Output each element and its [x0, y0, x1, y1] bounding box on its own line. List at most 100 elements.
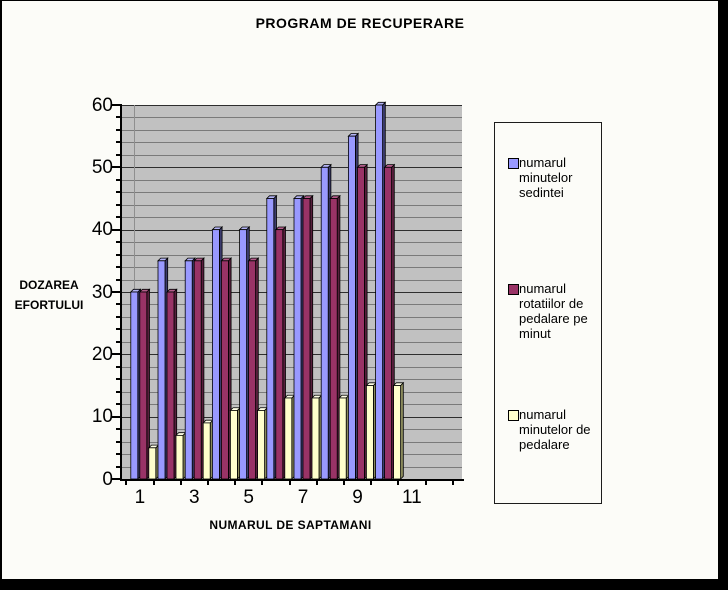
- y-gridline-minor: [121, 142, 462, 144]
- y-tick-minor: [116, 278, 121, 281]
- y-gridline-minor: [121, 279, 462, 281]
- x-tick-label: 9: [352, 487, 363, 508]
- y-gridline-minor: [121, 254, 462, 256]
- y-gridline-minor: [121, 204, 462, 206]
- y-tick-label: 0: [102, 468, 113, 490]
- bar-week9-series2: [355, 163, 368, 479]
- bars-layer: [129, 101, 404, 479]
- y-gridline-minor: [121, 117, 462, 119]
- bar-week5-series3: [256, 406, 268, 479]
- x-tick: [125, 480, 128, 485]
- y-tick-major: [112, 291, 121, 293]
- legend-box: numarul minutelor sedintei numarul rotat…: [494, 122, 602, 504]
- y-tick-major: [112, 415, 121, 418]
- x-tick: [370, 480, 373, 485]
- legend-swatch-red: [508, 284, 519, 295]
- legend-swatch-yellow: [508, 410, 519, 421]
- x-tick: [288, 480, 291, 485]
- chart-canvas: PROGRAM DE RECUPERARE DOZAREA EFORTULUI …: [2, 1, 718, 579]
- y-tick-minor: [116, 153, 121, 156]
- x-axis-title: NUMARUL DE SAPTAMANI: [209, 518, 372, 532]
- bar-week3-series3: [201, 419, 214, 479]
- y-gridline-minor: [121, 242, 462, 244]
- x-tick: [397, 480, 400, 485]
- x-tick: [206, 480, 209, 485]
- legend-item-minute-pedalare: numarul minutelor de pedalare: [495, 407, 601, 452]
- bar-week1-series1: [129, 288, 141, 479]
- y-gridline-minor: [121, 179, 462, 181]
- y-tick-label: 20: [91, 343, 113, 365]
- y-gridline-minor: [121, 154, 462, 156]
- y-tick-major: [112, 166, 121, 169]
- y-gridline-minor: [121, 316, 462, 318]
- y-tick-minor: [116, 216, 121, 219]
- bar-week5-series1: [238, 226, 250, 479]
- y-tick-label: 50: [91, 156, 113, 178]
- y-gridline-major: [121, 292, 462, 293]
- x-tick-label: 5: [243, 487, 254, 508]
- y-tick-minor: [116, 378, 121, 381]
- y-tick-minor: [116, 191, 121, 194]
- x-tick-label: 11: [402, 487, 422, 508]
- bar-week3-series1: [183, 257, 196, 479]
- y-tick-minor: [116, 141, 121, 144]
- y-tick-minor: [116, 116, 121, 119]
- bar-week8-series1: [319, 163, 332, 479]
- y-tick-minor: [116, 315, 121, 318]
- y-gridline-major: [121, 105, 462, 106]
- y-tick-major: [112, 228, 121, 231]
- bar-week10-series3: [392, 381, 404, 479]
- x-tick: [315, 480, 318, 485]
- y-tick-minor: [116, 440, 121, 443]
- chart-title: PROGRAM DE RECUPERARE: [255, 15, 465, 31]
- y-tick-minor: [116, 428, 121, 431]
- y-gridline-minor: [121, 129, 462, 131]
- y-tick-minor: [116, 178, 121, 181]
- y-tick-label: 30: [91, 281, 113, 303]
- y-gridline-minor: [121, 366, 462, 368]
- y-tick-minor: [116, 203, 121, 206]
- x-tick: [451, 480, 454, 485]
- y-gridline-major: [121, 354, 462, 356]
- y-tick-major: [112, 104, 121, 106]
- x-tick: [152, 480, 155, 485]
- legend-swatch-blue: [508, 158, 519, 169]
- x-tick-label: 3: [189, 487, 200, 508]
- bar-week4-series1: [210, 226, 223, 479]
- bar-week5-series2: [247, 257, 259, 479]
- bar-week3-series2: [192, 257, 205, 479]
- y-tick-minor: [116, 403, 121, 406]
- y-gridline-minor: [121, 341, 462, 343]
- y-tick-minor: [116, 453, 121, 456]
- x-tick: [424, 480, 427, 485]
- y-tick-minor: [116, 465, 121, 468]
- bar-week6-series1: [265, 194, 277, 479]
- y-tick-minor: [116, 128, 121, 131]
- bar-week2-series1: [156, 257, 169, 479]
- bar-week7-series1: [292, 194, 305, 479]
- legend-item-minute-sedinta: numarul minutelor sedintei: [495, 155, 601, 200]
- y-gridline-major: [121, 229, 462, 231]
- bar-week7-series3: [310, 394, 323, 479]
- x-tick: [342, 480, 345, 485]
- bar-week10-series2: [383, 163, 395, 479]
- y-tick-minor: [116, 365, 121, 368]
- bar-week10-series1: [374, 101, 386, 479]
- x-tick: [234, 480, 237, 485]
- y-gridline-minor: [121, 217, 462, 219]
- x-tick: [179, 480, 182, 485]
- bar-week2-series2: [165, 288, 178, 479]
- bar-week9-series1: [346, 132, 359, 479]
- y-tick-minor: [116, 253, 121, 256]
- legend-label: numarul minutelor de pedalare: [519, 407, 591, 452]
- y-tick-label: 60: [91, 94, 113, 116]
- x-tick-label: 1: [134, 487, 146, 508]
- legend-label: numarul rotatiilor de pedalare pe minut: [519, 281, 588, 341]
- y-tick-label: 10: [91, 406, 113, 428]
- bar-week8-series2: [328, 194, 341, 479]
- y-tick-minor: [116, 266, 121, 269]
- bar-week7-series2: [301, 194, 314, 479]
- bar-week6-series2: [274, 226, 286, 479]
- y-tick-minor: [116, 241, 121, 244]
